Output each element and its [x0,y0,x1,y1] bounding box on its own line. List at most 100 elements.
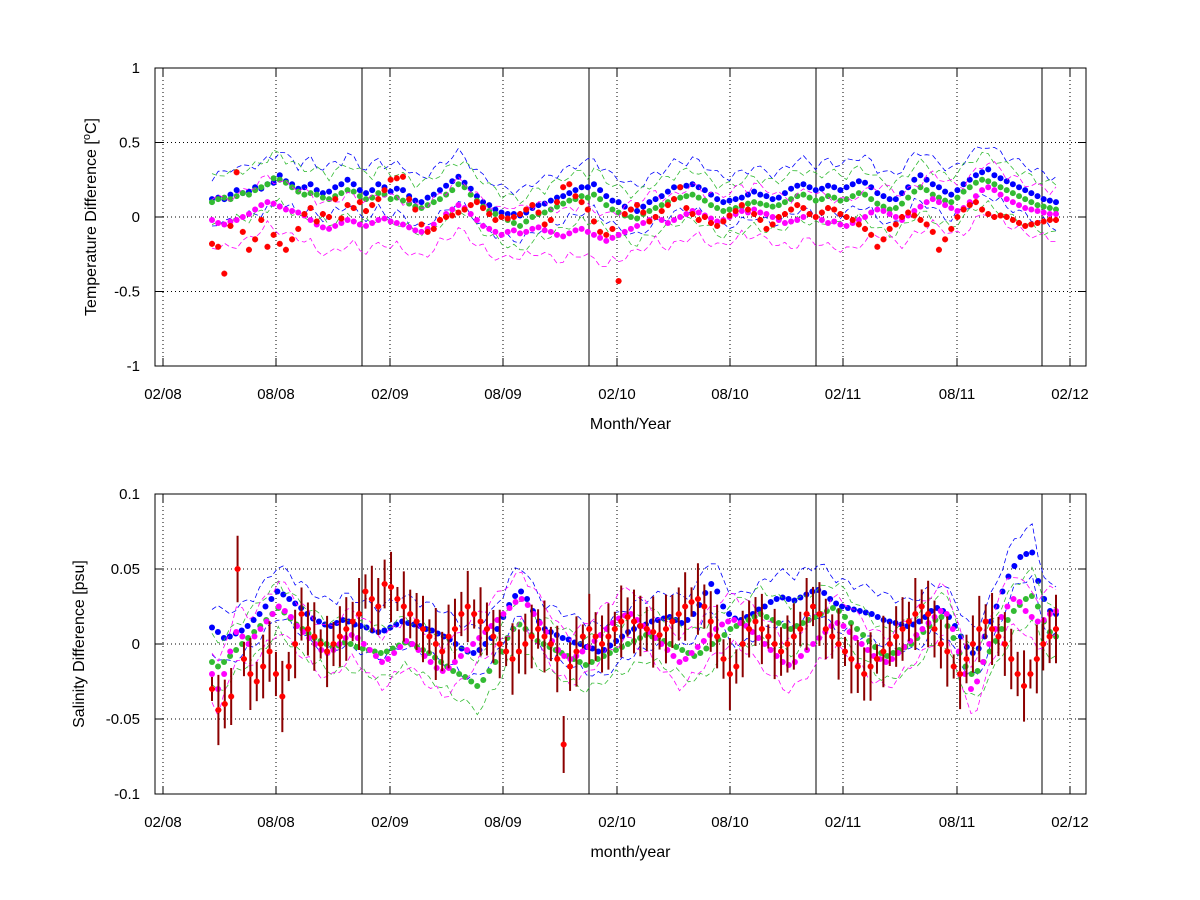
salinity-star-stroke [253,678,260,685]
salinity-star-stroke [221,701,228,707]
salinity-data-point [998,614,1005,620]
salinity-data-point [503,648,510,655]
temperature-data-point [855,178,862,185]
temperature-star-stroke [443,214,449,220]
salinity-data-point [950,663,957,670]
temperature-star-stroke [775,214,782,220]
salinity-star-stroke [675,611,682,617]
temperature-data-point [825,205,832,212]
temperature-data-point [356,187,363,194]
salinity-data-point [257,626,264,632]
temperature-data-point [898,214,905,220]
temperature-data-point [923,221,930,228]
salinity-star-stroke [771,641,778,647]
temperature-data-point [855,216,862,223]
temperature-data-point [800,181,807,188]
salinity-data-point [272,671,279,677]
temperature-data-point [825,182,832,189]
temperature-data-point [806,211,813,218]
temperature-data-point [898,200,905,207]
temperature-data-point [1034,208,1041,215]
temperature-data-point [245,246,252,253]
temperature-data-point [862,179,869,186]
salinity-data-point [986,641,993,647]
salinity-star-stroke [976,626,983,632]
temperature-data-point [510,227,517,234]
temperature-star-stroke [1003,214,1010,220]
temperature-data-point [683,193,690,200]
temperature-data-point [1040,209,1047,216]
temperature-data-point [646,218,653,225]
salinity-star-stroke [592,633,599,640]
temperature-data-point [683,182,690,189]
temperature-data-point [541,221,548,228]
salinity-data-point [746,626,753,632]
temperature-data-point [708,215,715,222]
temperature-data-point [393,185,400,192]
salinity-star-stroke [490,633,497,640]
temperature-data-point [473,199,480,206]
temperature-star-stroke [985,211,992,217]
temperature-data-point [960,206,967,213]
salinity-data-point [234,566,241,572]
temperature-star-stroke [929,229,936,235]
salinity-star-stroke [599,641,605,647]
temperature-data-point [430,221,437,228]
temperature-y-tick-label: 1 [132,60,140,77]
temperature-star-stroke [430,226,437,232]
salinity-data-point [1021,683,1028,689]
temperature-data-point [572,193,579,200]
temperature-data-point [843,196,850,203]
salinity-data-point [456,671,463,677]
salinity-star-stroke [528,633,535,640]
temperature-data-point [954,194,961,201]
temperature-star-stroke [757,217,764,223]
temperature-data-point [227,222,234,229]
temperature-data-point [215,219,222,226]
temperature-panel: 1 0.5 0 -0.5 -1 02/08 08/08 02/09 08/09 02/10 08/… [81,60,1089,433]
salinity-data-point [413,618,420,625]
salinity-data-point [1033,656,1040,662]
salinity-data-point [209,624,215,631]
salinity-data-point [381,581,388,587]
temperature-data-point [634,215,641,222]
salinity-data-point [931,626,938,632]
salinity-data-point [650,629,657,635]
temperature-data-point [467,211,474,218]
temperature-data-point [282,246,289,253]
temperature-data-point [461,206,468,213]
temperature-data-point [948,225,955,232]
salinity-star-stroke [931,626,938,632]
temperature-data-point [424,194,431,201]
temperature-data-point [1028,190,1035,197]
temperature-data-point [430,199,437,206]
salinity-data-point [420,626,426,632]
salinity-data-point [304,626,311,632]
salinity-data-point [311,633,318,640]
temperature-data-point [1016,193,1023,200]
temperature-star-stroke [862,226,868,232]
temperature-data-point [652,205,659,212]
temperature-data-point [911,208,918,215]
temperature-data-point [313,187,320,194]
temperature-data-point [597,234,604,241]
salinity-data-point [763,614,770,620]
salinity-data-point [450,668,457,674]
temperature-data-point [584,194,591,201]
temperature-star-stroke [960,206,967,213]
salinity-data-point [372,653,379,659]
salinity-data-point [643,626,650,632]
temperature-data-point [658,202,665,209]
temperature-data-point [313,191,320,198]
salinity-x-tick-label: 02/11 [825,814,861,831]
temperature-data-point [960,188,967,195]
salinity-data-point [989,626,996,632]
temperature-data-point [843,222,850,229]
temperature-star-stroke [1016,220,1022,226]
salinity-data-point [791,597,798,604]
temperature-data-point [609,206,616,213]
temperature-star-stroke [621,211,628,217]
temperature-data-point [498,209,505,216]
salinity-data-point [905,618,912,625]
temperature-data-point [215,243,222,250]
